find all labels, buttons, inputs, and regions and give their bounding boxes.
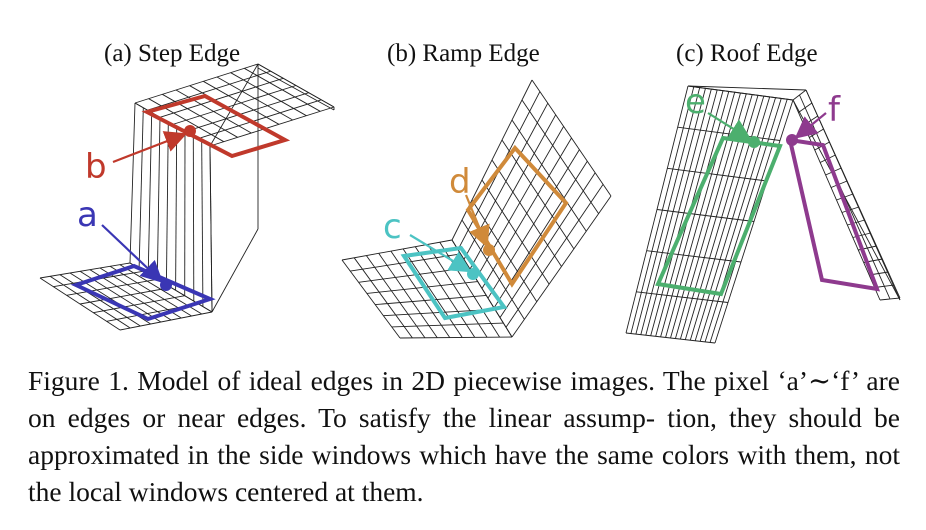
pixel-e-point xyxy=(748,136,760,148)
label-b: b xyxy=(85,147,107,187)
arrow-f xyxy=(794,112,827,139)
caption-line-4: the same colors with them, not the local… xyxy=(28,439,901,507)
figure-1: (a) Step Edge (b) Ramp Edge (c) Roof Edg… xyxy=(39,40,901,344)
arrow-d xyxy=(464,194,490,249)
label-e: e xyxy=(685,82,706,122)
arrow-b xyxy=(112,131,188,164)
figure-caption: Figure 1. Model of ideal edges in 2D pie… xyxy=(28,362,900,510)
roof-side-window-purple xyxy=(787,137,881,292)
pixel-a-point xyxy=(160,279,172,291)
arrow-c xyxy=(409,234,472,273)
caption-line-2: ‘a’∼‘f’ are on edges or near edges. To s… xyxy=(28,365,900,433)
roof-edge-model: e f xyxy=(625,82,901,344)
arrow-e xyxy=(707,112,752,141)
arrow-a xyxy=(101,224,164,284)
label-c: c xyxy=(383,207,402,247)
caption-line-1: Figure 1. Model of ideal edges in 2D pie… xyxy=(28,365,770,396)
pixel-c-point xyxy=(467,268,479,280)
pixel-b-point xyxy=(184,125,196,137)
subfigure-title-roof-edge: (c) Roof Edge xyxy=(676,40,818,67)
label-a: a xyxy=(77,195,98,235)
step-side-window-red xyxy=(141,93,291,159)
caption-line-3: tion, they should be approximated in the… xyxy=(28,402,900,470)
ramp-side-window-cyan xyxy=(400,245,508,321)
edge-models-diagram: b a d c e f xyxy=(39,63,901,344)
ramp-edge-model: d c xyxy=(341,79,612,339)
label-d: d xyxy=(449,162,471,202)
step-edge-model: b a xyxy=(39,63,335,331)
pixel-f-point xyxy=(786,134,798,146)
step-side-window-blue xyxy=(70,263,216,322)
subfigure-title-ramp-edge: (b) Ramp Edge xyxy=(387,40,540,67)
ramp-side-window-orange xyxy=(465,144,569,288)
label-f: f xyxy=(828,90,841,130)
subfigure-title-step-edge: (a) Step Edge xyxy=(104,40,241,67)
roof-side-window-green xyxy=(655,135,783,297)
pixel-d-point xyxy=(483,244,495,256)
